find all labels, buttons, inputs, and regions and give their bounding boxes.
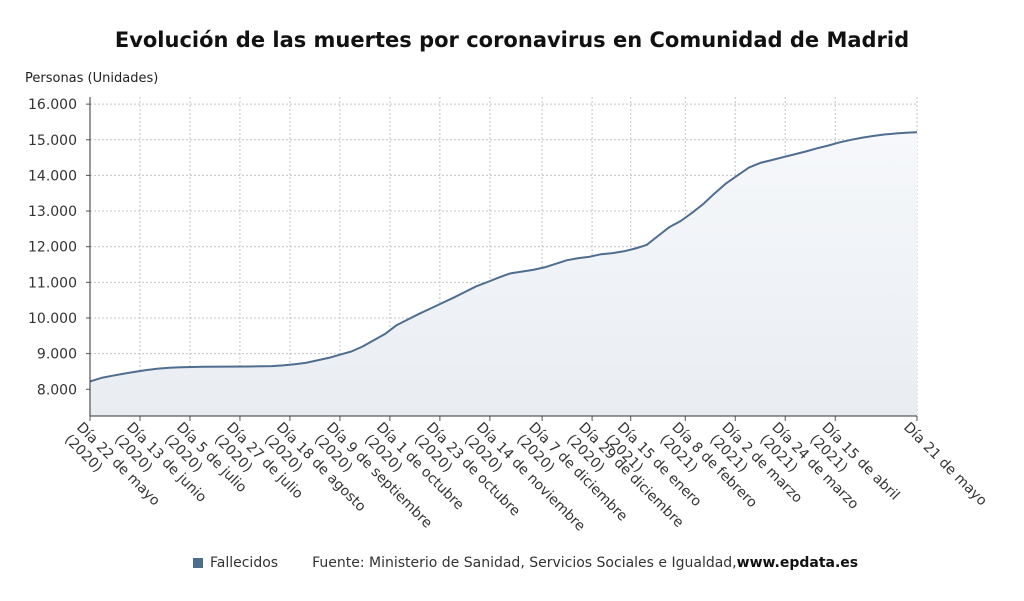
series-fill xyxy=(90,132,917,417)
y-tick-label: 15.000 xyxy=(28,133,77,149)
y-tick-label: 16.000 xyxy=(28,97,77,113)
y-tick-label: 11.000 xyxy=(28,275,77,291)
source-link[interactable]: www.epdata.es xyxy=(736,555,859,571)
legend-swatch xyxy=(193,558,203,568)
y-ticks: 8.000 9.000 10.000 11.000 12.000 13.000 14.000… xyxy=(28,97,77,398)
y-tick-label: 10.000 xyxy=(28,311,77,327)
x-ticks: Día 22 de mayo(2020) Día 13 de junio(2020… xyxy=(61,420,990,535)
chart-title: Evolución de las muertes por coronavirus… xyxy=(114,28,910,52)
x-tick-label-date: Día 21 de mayo xyxy=(900,420,990,510)
y-tick-label: 12.000 xyxy=(28,240,77,256)
y-axis-label: Personas (Unidades) xyxy=(25,71,159,86)
y-tick-label: 9.000 xyxy=(37,347,77,363)
y-tick-label: 8.000 xyxy=(37,382,77,398)
series-area xyxy=(89,131,918,417)
series-line xyxy=(89,131,918,383)
x-tick-label: Día 21 de mayo xyxy=(900,420,990,510)
y-tick-label: 13.000 xyxy=(28,204,77,220)
y-tick-label: 14.000 xyxy=(28,168,77,184)
source-text: Fuente: Ministerio de Sanidad, Servicios… xyxy=(312,555,737,571)
axes xyxy=(86,97,918,421)
legend: Fallecidos Fuente: Ministerio de Sanidad… xyxy=(193,555,858,571)
legend-series-name: Fallecidos xyxy=(210,555,279,571)
